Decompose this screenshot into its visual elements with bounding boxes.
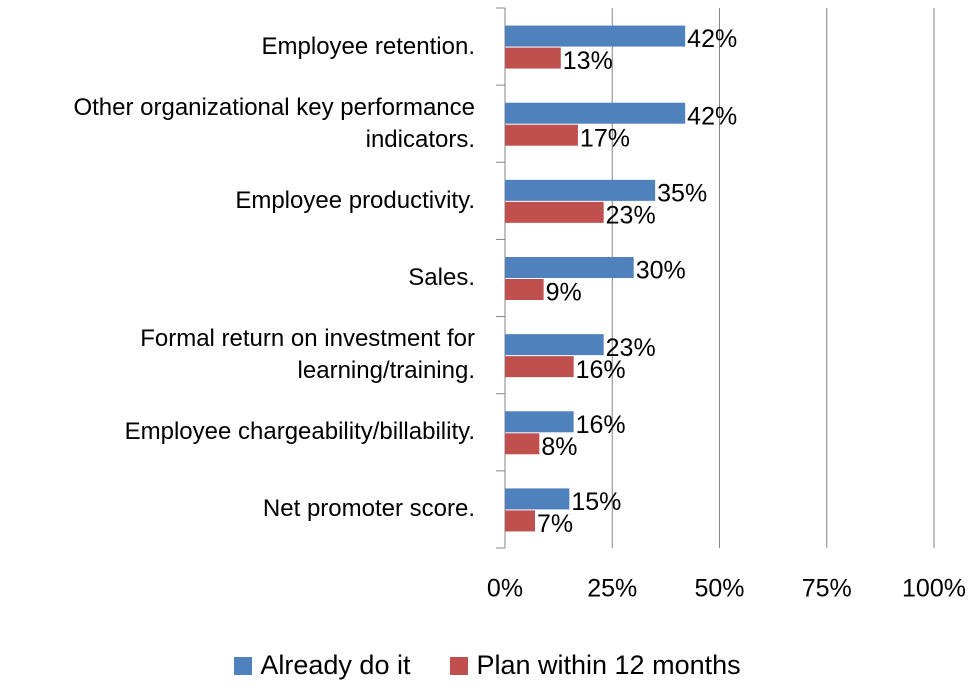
data-label: 13%: [563, 47, 613, 75]
data-label: 42%: [687, 25, 737, 53]
x-tick-label: 25%: [587, 575, 637, 603]
bar: [505, 47, 561, 69]
bar: [505, 433, 540, 455]
bar: [505, 179, 656, 201]
data-label: 30%: [636, 257, 686, 285]
legend-label: Plan within 12 months: [476, 650, 741, 680]
bar: [505, 257, 634, 278]
data-label: 9%: [546, 279, 582, 307]
x-tick-label: 100%: [902, 575, 966, 603]
bar: [505, 356, 574, 378]
legend-swatch: [450, 656, 469, 675]
y-tick-label: Employee productivity.: [235, 186, 475, 214]
legend-label: Already do it: [260, 650, 411, 680]
legend: Already do it Plan within 12 months: [0, 650, 975, 681]
legend-item: Plan within 12 months: [450, 650, 741, 681]
data-label: 35%: [657, 179, 707, 207]
y-tick-label: Employee chargeability/billability.: [124, 418, 475, 446]
bar: [505, 411, 574, 433]
data-label: 15%: [571, 488, 621, 516]
bar: [505, 279, 544, 300]
bar: [505, 334, 604, 356]
bar: [505, 510, 536, 532]
data-label: 16%: [576, 356, 626, 384]
legend-item: Already do it: [234, 650, 410, 681]
data-label: 42%: [687, 102, 737, 130]
bar: [505, 124, 578, 146]
y-tick-label: Sales.: [408, 264, 475, 291]
y-tick-label: Employee retention.: [261, 32, 475, 60]
bar: [505, 201, 604, 223]
data-label: 7%: [537, 510, 573, 538]
y-tick-label: Net promoter score.: [262, 495, 475, 523]
data-label: 17%: [580, 124, 630, 152]
data-label: 23%: [606, 334, 656, 362]
data-label: 16%: [576, 411, 626, 439]
bar: [505, 102, 686, 124]
bar: [505, 488, 570, 510]
data-label: 23%: [606, 201, 656, 229]
x-tick-label: 50%: [694, 575, 744, 603]
x-tick-label: 75%: [802, 575, 852, 603]
legend-swatch: [234, 656, 253, 675]
y-tick-label: Formal return on investment for learning…: [140, 325, 475, 385]
bar: [505, 25, 686, 47]
y-tick-label: Other organizational key performance ind…: [73, 93, 475, 153]
data-label: 8%: [541, 433, 577, 461]
x-tick-label: 0%: [487, 575, 523, 603]
